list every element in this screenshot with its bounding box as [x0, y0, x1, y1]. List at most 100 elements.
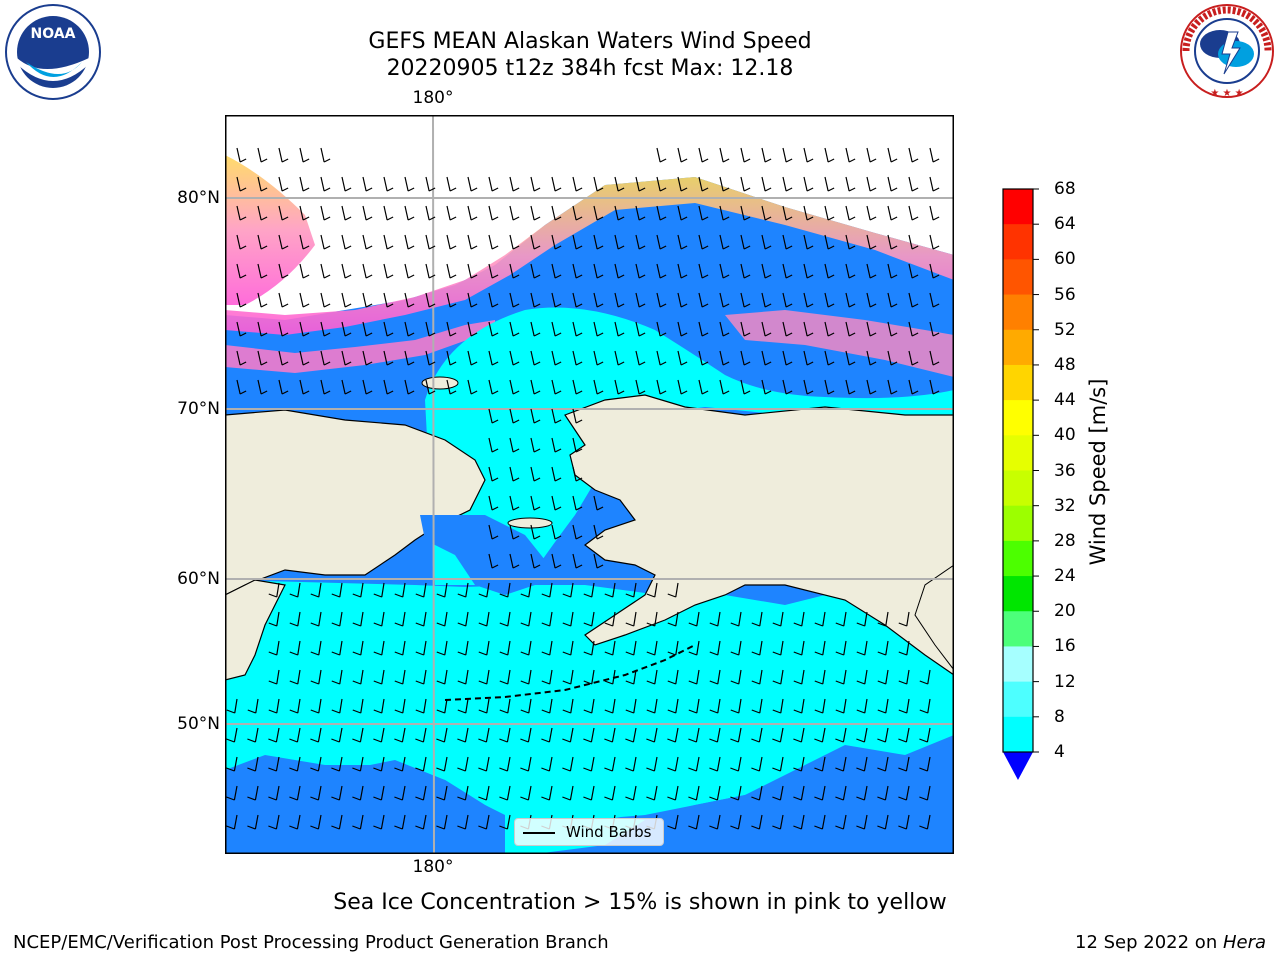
wind-barb — [803, 321, 814, 337]
wind-barb — [331, 611, 343, 627]
wind-barb — [824, 350, 835, 366]
wind-barb — [562, 611, 574, 627]
wind-barb — [278, 263, 289, 279]
wind-barb — [289, 640, 301, 656]
wind-barb — [383, 379, 394, 395]
wind-barb — [331, 640, 343, 656]
wind-barb — [803, 147, 814, 163]
colorbar-segment — [1003, 364, 1033, 401]
wind-barb — [667, 698, 679, 714]
wind-barb — [488, 234, 499, 250]
wind-barb — [488, 524, 499, 540]
wind-barb — [866, 321, 877, 337]
wind-barb — [320, 263, 331, 279]
wind-barb — [698, 205, 709, 221]
wind-barb — [824, 176, 835, 192]
wind-barb — [446, 379, 457, 395]
wind-barb — [530, 176, 541, 192]
wind-barb — [488, 263, 499, 279]
wind-barb — [320, 379, 331, 395]
wind-barb — [656, 147, 667, 163]
wind-barb — [310, 611, 322, 627]
wind-barb — [572, 350, 583, 366]
wind-barb — [698, 292, 709, 308]
wind-barb — [761, 292, 772, 308]
wind-barb — [478, 698, 490, 714]
wind-barb — [908, 263, 919, 279]
wind-barb — [467, 321, 478, 337]
wind-barb — [751, 756, 763, 772]
wind-barb — [425, 292, 436, 308]
lat-label-50n: 50°N — [177, 714, 220, 734]
wind-barb — [919, 814, 931, 830]
wind-barb — [656, 350, 667, 366]
wind-barb — [898, 727, 910, 743]
wind-barb — [845, 205, 856, 221]
wind-barb — [856, 814, 868, 830]
wind-barb — [740, 205, 751, 221]
wind-barb — [572, 205, 583, 221]
wind-barb — [688, 640, 700, 656]
wind-barb — [751, 727, 763, 743]
wind-barb — [478, 640, 490, 656]
wind-barb — [457, 611, 469, 627]
wind-barb — [278, 350, 289, 366]
wind-barb — [394, 582, 406, 598]
wind-barb — [814, 814, 826, 830]
wind-barb — [593, 176, 604, 192]
wind-barb — [415, 698, 427, 714]
wind-barb — [604, 756, 616, 772]
wind-barb — [278, 379, 289, 395]
wind-barb — [635, 205, 646, 221]
wind-barb — [866, 147, 877, 163]
wind-barb — [352, 814, 364, 830]
wind-barb — [394, 756, 406, 772]
wind-barb — [530, 263, 541, 279]
wind-barb — [919, 698, 931, 714]
wind-barb — [383, 205, 394, 221]
colorbar-tick-label: 36 — [1054, 460, 1076, 481]
wind-barb — [383, 350, 394, 366]
wind-barb — [887, 176, 898, 192]
wind-barb — [803, 350, 814, 366]
wind-barb — [814, 611, 826, 627]
wind-barb — [845, 379, 856, 395]
wind-barb — [635, 350, 646, 366]
wind-barb — [289, 698, 301, 714]
wind-barb — [352, 669, 364, 685]
wind-barb — [310, 669, 322, 685]
wind-barb — [898, 611, 910, 627]
wind-barb — [698, 321, 709, 337]
wind-barb — [667, 814, 679, 830]
colorbar-segment — [1003, 224, 1033, 260]
wind-barb — [824, 321, 835, 337]
wind-barb — [877, 785, 889, 801]
wind-barb — [257, 147, 268, 163]
wind-barb — [625, 756, 637, 772]
wind-barb — [761, 147, 772, 163]
wind-barb — [509, 379, 520, 395]
wind-barb — [667, 669, 679, 685]
wind-barb — [247, 727, 259, 743]
wind-barb — [835, 611, 847, 627]
wind-barb — [625, 582, 637, 598]
wind-barb — [551, 350, 562, 366]
noaa-logo-text: NOAA — [31, 26, 76, 42]
wind-barb — [856, 785, 868, 801]
wind-barb — [908, 321, 919, 337]
wind-barb — [478, 611, 490, 627]
wind-barb — [751, 698, 763, 714]
wind-barb — [614, 176, 625, 192]
wind-barb — [782, 379, 793, 395]
wind-barb — [320, 292, 331, 308]
wind-barb — [614, 350, 625, 366]
wind-barb — [614, 263, 625, 279]
wind-barb — [299, 147, 310, 163]
map-legend: Wind Barbs — [514, 818, 664, 846]
wind-barb — [709, 698, 721, 714]
wind-barb — [887, 350, 898, 366]
wind-barb — [740, 350, 751, 366]
svg-text:★ ★ ★: ★ ★ ★ — [1210, 88, 1243, 99]
wind-barb — [236, 147, 247, 163]
wind-barb — [467, 379, 478, 395]
